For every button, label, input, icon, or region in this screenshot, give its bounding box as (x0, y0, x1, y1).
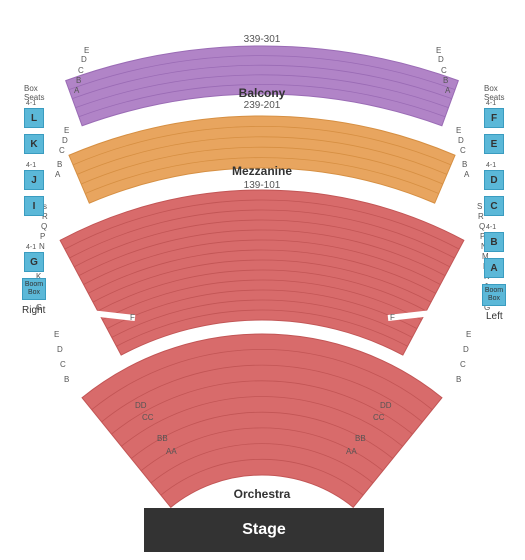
row-label: C (441, 66, 447, 75)
section-label-balcony: Balcony (239, 86, 286, 100)
row-label: AA (346, 447, 357, 456)
box-seat-a[interactable]: A (484, 258, 504, 278)
section-orchestra[interactable] (60, 190, 464, 355)
boom-box-right[interactable]: BoomBox (482, 284, 506, 306)
row-label: B (76, 76, 81, 85)
box-seat-range: 4-1 (486, 162, 496, 169)
side-label-right: Left (486, 311, 503, 322)
section-label-mezzanine: Mezzanine (232, 164, 292, 178)
row-label: C (78, 66, 84, 75)
row-label: B (462, 160, 467, 169)
box-seat-g[interactable]: G (24, 252, 44, 272)
row-label: D (438, 55, 444, 64)
row-label: C (460, 146, 466, 155)
row-label: F (130, 313, 135, 322)
row-label: C (460, 360, 466, 369)
row-label: S (477, 202, 482, 211)
row-label: E (456, 126, 461, 135)
row-label: C (59, 146, 65, 155)
row-label: DD (380, 401, 392, 410)
row-label: Q (41, 222, 47, 231)
row-label: CC (142, 413, 154, 422)
row-label: F (390, 313, 395, 322)
box-seat-j[interactable]: J (24, 170, 44, 190)
row-label: E (84, 46, 89, 55)
row-label: E (436, 46, 441, 55)
row-label: R (478, 212, 484, 221)
stage: Stage (144, 508, 384, 552)
row-label: E (466, 330, 471, 339)
seat-range-mezzanine: 239-201 (244, 100, 281, 111)
box-seat-b[interactable]: B (484, 232, 504, 252)
row-label: Q (479, 222, 485, 231)
row-label: AA (166, 447, 177, 456)
row-label: BB (157, 434, 168, 443)
box-seat-range: 4-1 (486, 100, 496, 107)
row-label: A (55, 170, 60, 179)
row-label: A (74, 86, 79, 95)
box-seat-range: 4-1 (26, 244, 36, 251)
row-label: BB (355, 434, 366, 443)
row-label: D (57, 345, 63, 354)
row-label: D (62, 136, 68, 145)
seat-range-balcony: 339-301 (244, 34, 281, 45)
seat-range-orchestra: 139-101 (244, 180, 281, 191)
box-seat-range: 4-1 (26, 100, 36, 107)
row-label: N (39, 242, 45, 251)
box-seat-range: 4-1 (486, 224, 496, 231)
row-label: B (64, 375, 69, 384)
row-label: CC (373, 413, 385, 422)
section-orchestra[interactable] (82, 334, 442, 507)
box-seat-range: 4-1 (26, 162, 36, 169)
row-label: P (40, 232, 45, 241)
section-label-orchestra: Orchestra (234, 487, 291, 501)
box-seat-k[interactable]: K (24, 134, 44, 154)
row-label: E (64, 126, 69, 135)
side-label-left: Right (22, 305, 45, 316)
box-seat-l[interactable]: L (24, 108, 44, 128)
box-seat-d[interactable]: D (484, 170, 504, 190)
row-label: A (445, 86, 450, 95)
row-label: A (464, 170, 469, 179)
row-label: E (54, 330, 59, 339)
box-seat-c[interactable]: C (484, 196, 504, 216)
boom-box-left[interactable]: BoomBox (22, 278, 46, 300)
row-label: D (458, 136, 464, 145)
box-seat-e[interactable]: E (484, 134, 504, 154)
row-label: D (81, 55, 87, 64)
row-label: C (60, 360, 66, 369)
row-label: B (443, 76, 448, 85)
box-seat-f[interactable]: F (484, 108, 504, 128)
box-seat-i[interactable]: I (24, 196, 44, 216)
row-label: B (57, 160, 62, 169)
row-label: B (456, 375, 461, 384)
row-label: D (463, 345, 469, 354)
seating-chart: Balcony339-301EDCBAEDCBAMezzanine239-201… (0, 0, 525, 560)
row-label: DD (135, 401, 147, 410)
